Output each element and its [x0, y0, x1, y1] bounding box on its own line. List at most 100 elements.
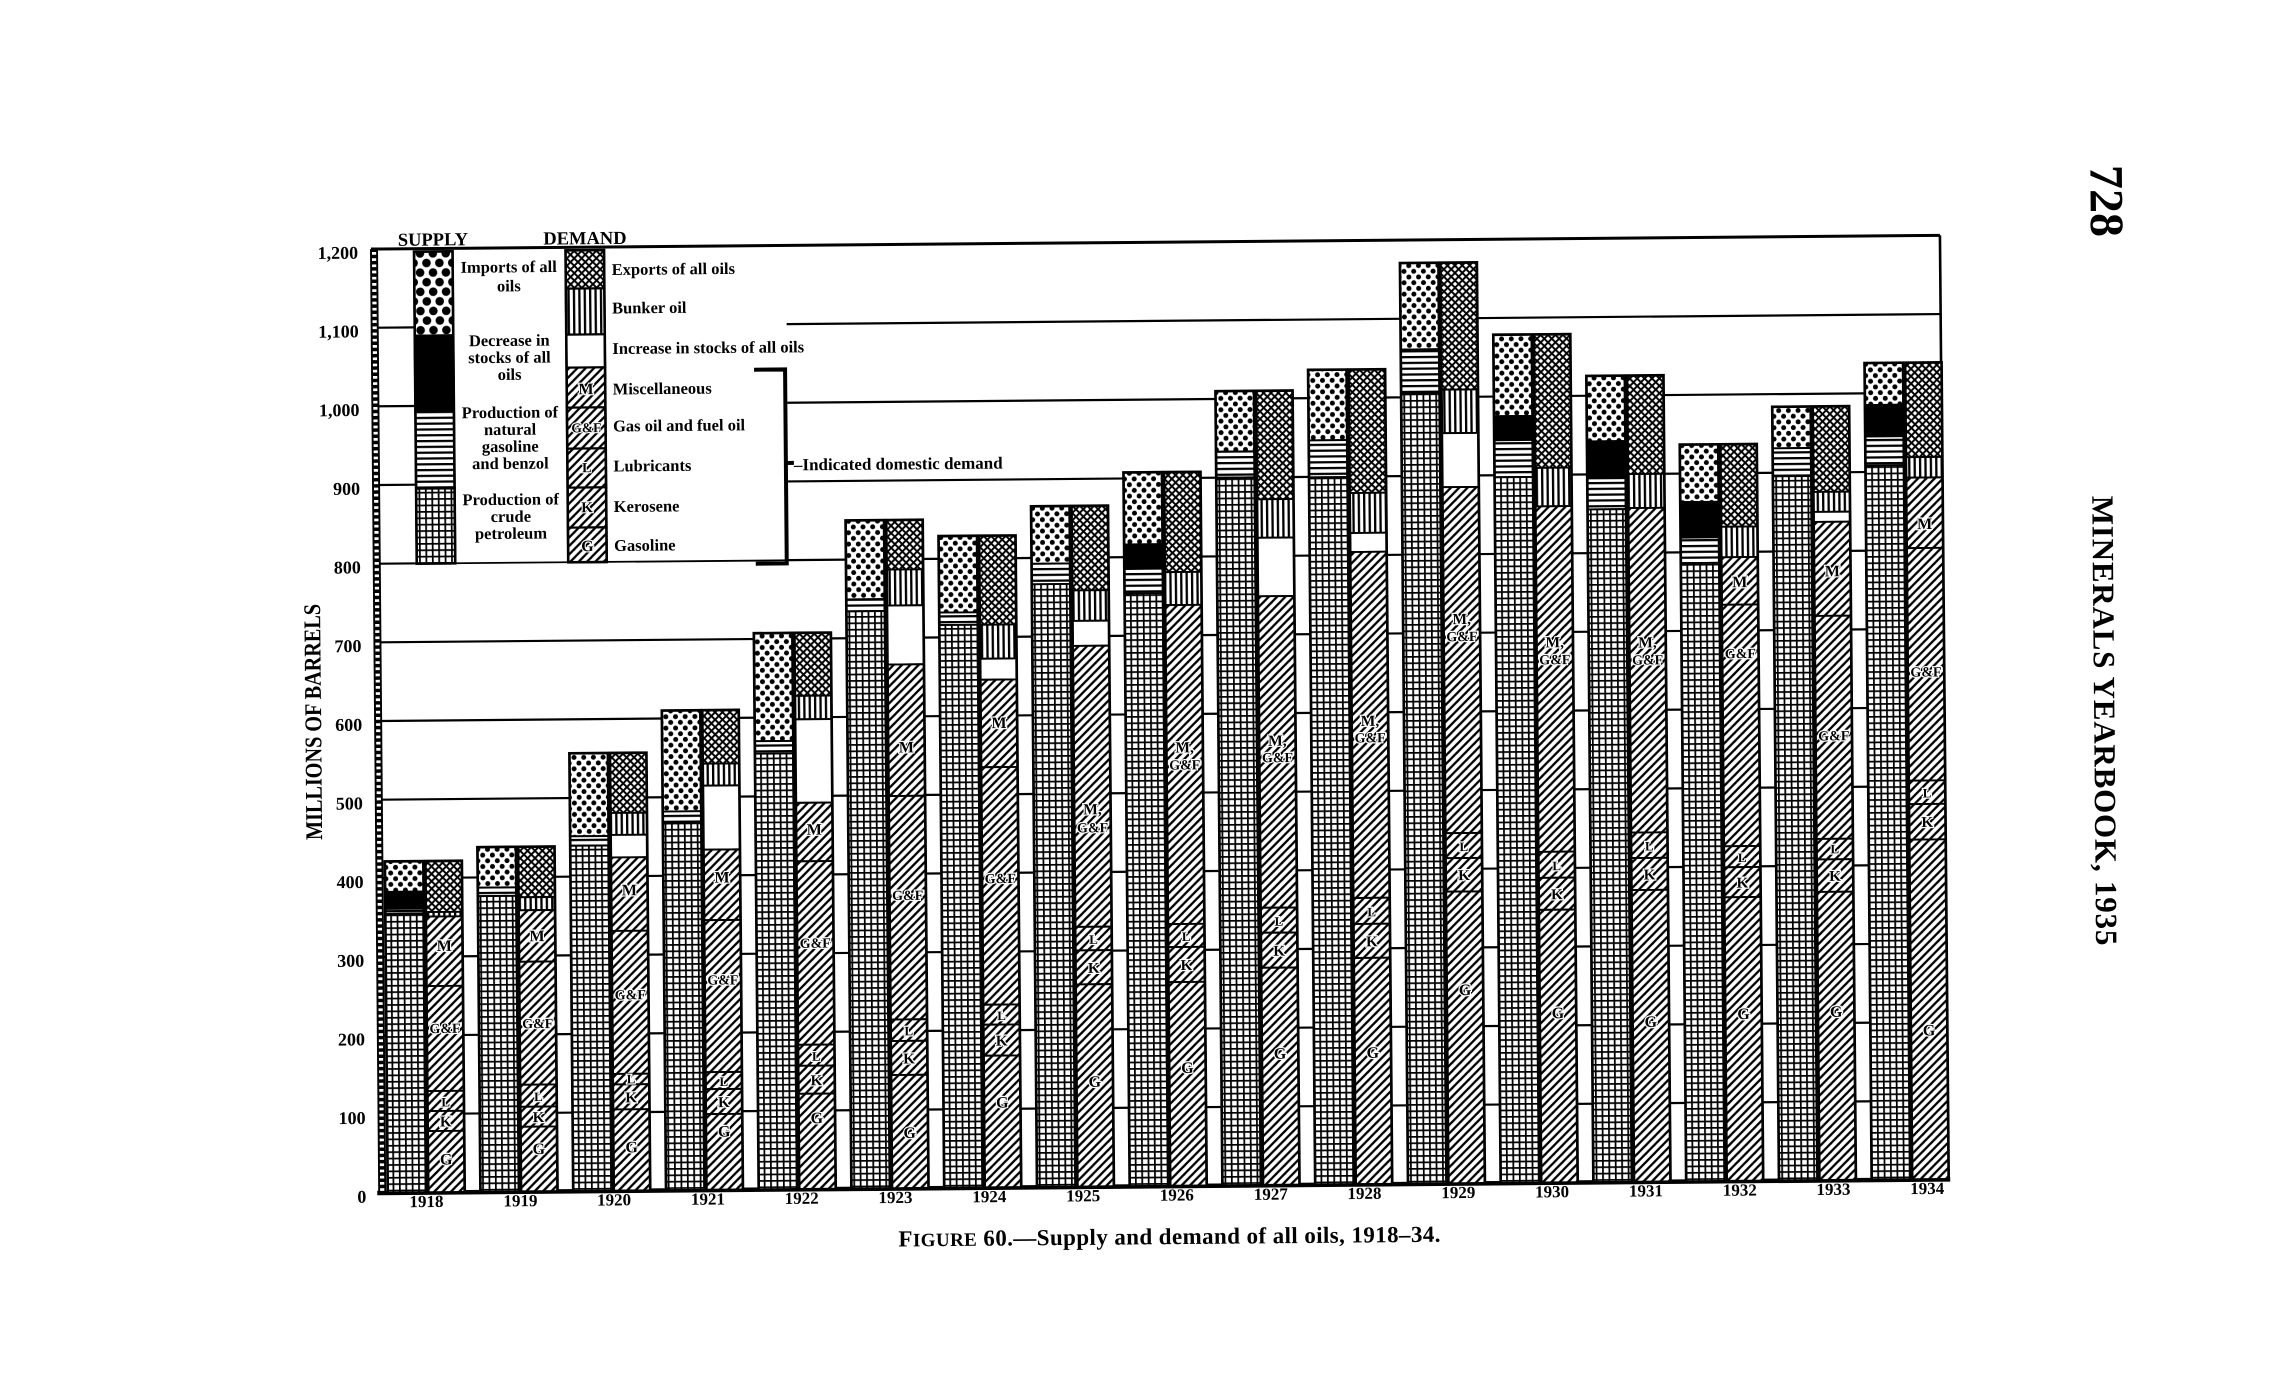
- svg-text:G: G: [1644, 1014, 1657, 1031]
- svg-text:1,000: 1,000: [319, 400, 360, 420]
- svg-text:K: K: [811, 1073, 823, 1089]
- svg-text:M,: M,: [1361, 713, 1380, 730]
- svg-text:K: K: [1088, 961, 1100, 977]
- svg-text:G: G: [533, 1141, 546, 1158]
- svg-text:400: 400: [336, 872, 363, 892]
- svg-text:G: G: [440, 1151, 453, 1168]
- svg-text:FIGURE 60.—Supply and demand o: FIGURE 60.—Supply and demand of all oils…: [898, 1222, 1441, 1252]
- svg-text:oils: oils: [498, 365, 523, 384]
- svg-text:G&F: G&F: [800, 937, 831, 952]
- svg-text:M,: M,: [1268, 733, 1287, 750]
- svg-text:crude: crude: [491, 507, 531, 526]
- svg-text:L: L: [1645, 838, 1654, 853]
- svg-text:Increase in stocks of all oils: Increase in stocks of all oils: [612, 337, 804, 358]
- svg-text:1931: 1931: [1629, 1181, 1663, 1200]
- svg-text:1928: 1928: [1347, 1184, 1381, 1203]
- svg-text:1932: 1932: [1723, 1181, 1757, 1200]
- svg-text:L: L: [441, 1094, 450, 1109]
- svg-text:K: K: [1458, 868, 1470, 884]
- svg-text:G&F: G&F: [1725, 647, 1756, 662]
- svg-text:700: 700: [334, 636, 361, 656]
- svg-text:K: K: [1366, 934, 1378, 950]
- svg-text:G: G: [1088, 1074, 1101, 1091]
- svg-text:Miscellaneous: Miscellaneous: [613, 379, 713, 399]
- svg-text:L: L: [904, 1023, 913, 1038]
- svg-text:G&F: G&F: [1354, 731, 1385, 746]
- svg-text:Gas oil and fuel oil: Gas oil and fuel oil: [613, 415, 746, 435]
- svg-text:600: 600: [335, 715, 362, 735]
- svg-text:1924: 1924: [972, 1187, 1007, 1206]
- svg-text:G&F: G&F: [1818, 729, 1849, 744]
- svg-text:1919: 1919: [503, 1191, 537, 1210]
- svg-text:G&F: G&F: [1077, 821, 1108, 836]
- svg-text:oils: oils: [497, 276, 522, 295]
- svg-text:1933: 1933: [1816, 1180, 1850, 1199]
- svg-text:1922: 1922: [785, 1189, 819, 1208]
- svg-text:1927: 1927: [1254, 1185, 1289, 1204]
- svg-text:Decrease in: Decrease in: [469, 331, 550, 351]
- svg-text:M: M: [899, 739, 914, 756]
- svg-text:M: M: [622, 882, 637, 899]
- svg-text:Gasoline: Gasoline: [614, 535, 676, 555]
- svg-text:M: M: [529, 928, 544, 945]
- svg-text:K: K: [533, 1110, 545, 1126]
- svg-text:K: K: [1829, 869, 1841, 885]
- svg-text:G&F: G&F: [571, 420, 601, 435]
- svg-text:G: G: [811, 1110, 824, 1127]
- svg-text:1918: 1918: [409, 1192, 443, 1211]
- svg-text:G&F: G&F: [1539, 653, 1570, 668]
- svg-text:900: 900: [333, 479, 360, 499]
- svg-text:L: L: [1089, 932, 1098, 947]
- svg-text:G&F: G&F: [1446, 630, 1477, 645]
- svg-text:–Indicated domestic demand: –Indicated domestic demand: [793, 454, 1003, 475]
- svg-text:K: K: [718, 1095, 730, 1111]
- svg-text:L: L: [1459, 839, 1468, 854]
- svg-text:M: M: [714, 869, 729, 886]
- svg-text:Kerosene: Kerosene: [614, 496, 680, 516]
- svg-text:K: K: [1644, 867, 1656, 883]
- svg-text:Imports of all: Imports of all: [460, 257, 557, 277]
- svg-text:728: 728: [2079, 165, 2133, 237]
- svg-text:L: L: [812, 1049, 821, 1064]
- svg-text:G: G: [625, 1139, 638, 1156]
- svg-text:stocks of all: stocks of all: [468, 347, 551, 367]
- svg-text:M: M: [1732, 574, 1747, 591]
- svg-text:Bunker oil: Bunker oil: [612, 298, 687, 318]
- svg-text:M: M: [807, 822, 822, 839]
- svg-text:1923: 1923: [878, 1188, 912, 1207]
- svg-text:800: 800: [334, 557, 361, 577]
- svg-text:G: G: [1552, 1005, 1565, 1022]
- svg-text:M,: M,: [1175, 739, 1194, 756]
- svg-text:L: L: [582, 461, 591, 476]
- svg-text:K: K: [1736, 876, 1748, 892]
- svg-text:300: 300: [337, 951, 364, 971]
- svg-text:K: K: [903, 1051, 915, 1067]
- svg-text:K: K: [1921, 815, 1933, 831]
- svg-text:G&F: G&F: [615, 988, 646, 1003]
- svg-text:DEMAND: DEMAND: [543, 229, 626, 250]
- svg-text:L: L: [627, 1071, 636, 1086]
- svg-text:K: K: [996, 1034, 1008, 1050]
- svg-text:G: G: [996, 1095, 1009, 1112]
- svg-text:G: G: [1274, 1046, 1287, 1063]
- svg-text:1934: 1934: [1910, 1179, 1945, 1198]
- svg-text:K: K: [440, 1114, 452, 1130]
- svg-text:G&F: G&F: [522, 1017, 553, 1032]
- svg-text:1926: 1926: [1160, 1185, 1194, 1204]
- svg-text:1,200: 1,200: [317, 243, 358, 263]
- svg-text:G: G: [1367, 1045, 1380, 1062]
- svg-text:and benzol: and benzol: [472, 454, 549, 474]
- svg-text:G: G: [903, 1125, 916, 1142]
- svg-text:G&F: G&F: [985, 872, 1016, 887]
- svg-text:G&F: G&F: [1262, 751, 1293, 766]
- svg-text:G: G: [1830, 1004, 1843, 1021]
- svg-text:L: L: [1738, 850, 1747, 865]
- svg-text:200: 200: [338, 1029, 365, 1049]
- svg-text:gasoline: gasoline: [482, 437, 539, 456]
- svg-text:G: G: [1737, 1006, 1750, 1023]
- svg-text:L: L: [1923, 785, 1932, 800]
- svg-text:L: L: [1830, 841, 1839, 856]
- svg-text:L: L: [1552, 858, 1561, 873]
- svg-text:L: L: [997, 1008, 1006, 1023]
- svg-text:M: M: [578, 381, 593, 398]
